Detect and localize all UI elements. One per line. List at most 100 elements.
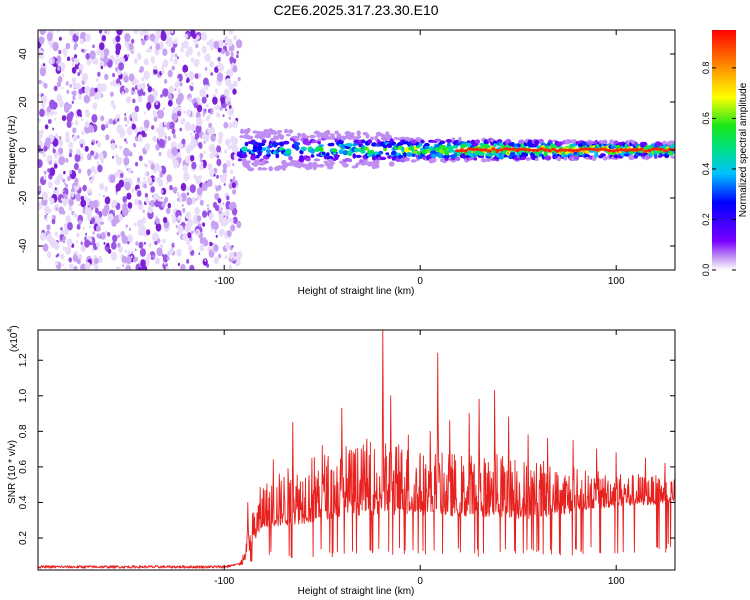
noise-speckle [55,133,58,137]
noise-speckle [205,103,209,108]
snr-scale-prefix: (x10 [9,332,20,352]
noise-speckle [134,91,137,95]
noise-speckle [127,202,133,209]
signal-cell [325,129,330,135]
noise-speckle [152,254,155,258]
snr-x-tick-label: 100 [608,576,625,587]
noise-speckle [153,68,158,75]
noise-speckle [139,30,144,37]
noise-speckle [131,251,134,254]
noise-speckle [46,106,51,113]
noise-speckle [126,120,130,124]
noise-speckle [75,240,78,244]
signal-cell [563,157,568,161]
noise-speckle [104,73,109,81]
signal-cell [266,152,271,158]
noise-speckle [161,189,164,194]
noise-speckle [174,88,177,92]
noise-speckle [100,221,103,226]
noise-speckle [142,82,146,87]
noise-speckle [196,104,203,113]
noise-speckle [160,32,167,41]
noise-speckle [110,142,116,151]
noise-speckle [214,151,218,156]
noise-speckle [222,163,228,170]
noise-speckle [186,79,189,84]
signal-cell [332,152,337,155]
noise-speckle [127,241,130,245]
noise-speckle [79,38,84,45]
noise-speckle [191,82,194,86]
noise-speckle [87,124,94,133]
noise-speckle [155,113,159,118]
signal-peak-cell [471,147,476,151]
noise-speckle [38,79,42,84]
signal-peak-cell [495,148,500,153]
noise-speckle [153,65,158,70]
signal-cell [309,134,316,139]
noise-speckle [126,255,132,265]
signal-cell [458,136,462,142]
signal-cell [479,151,485,157]
noise-speckle [186,192,189,196]
noise-speckle [190,196,196,205]
noise-speckle [223,121,229,129]
signal-peak-cell [643,149,648,153]
noise-speckle [221,48,225,55]
signal-band [236,127,675,172]
noise-speckle [202,258,208,266]
noise-speckle [209,126,215,135]
noise-speckle [144,143,150,152]
noise-speckle [172,123,175,126]
noise-speckle [213,173,216,177]
noise-speckle [54,111,58,115]
signal-cell [313,158,321,162]
noise-speckle [80,199,87,208]
signal-peak-cell [663,149,668,153]
noise-speckle [161,68,165,75]
noise-speckle [226,206,228,210]
signal-cell [330,142,335,147]
noise-speckle [135,162,139,167]
noise-speckle [88,241,92,246]
noise-speckle [90,166,96,173]
colorbar-tick-label: 0.6 [701,112,711,125]
noise-speckle [60,158,64,163]
noise-speckle [138,96,143,103]
noise-speckle [49,99,56,109]
noise-speckle [53,163,58,169]
noise-speckle [84,207,91,216]
noise-speckle [116,30,123,36]
noise-speckle [99,42,105,51]
noise-speckle [217,56,221,62]
signal-cell [347,158,352,163]
signal-cell [406,152,413,157]
signal-peak-cell [487,149,492,153]
signal-cell [382,136,388,142]
noise-speckle [87,188,92,194]
noise-speckle [237,77,241,82]
noise-speckle [218,131,224,139]
noise-speckle [153,177,156,181]
noise-speckle [126,192,132,200]
noise-speckle [202,210,208,218]
noise-speckle [46,32,53,42]
noise-speckle [67,56,71,62]
noise-speckle [88,225,92,229]
noise-speckle [43,175,47,181]
noise-speckle [230,178,233,182]
noise-speckle [227,144,232,150]
noise-speckle [104,30,107,34]
noise-speckle [180,118,185,125]
spectrogram-y-ticks: -40 -20 0 20 40 [18,48,675,253]
noise-speckle [62,263,65,267]
signal-cell [615,144,621,149]
noise-speckle [235,39,243,49]
noise-speckle [116,78,121,85]
noise-speckle [143,119,150,129]
signal-peak-cell [651,147,656,151]
noise-speckle [217,137,223,145]
noise-speckle [41,95,47,104]
noise-speckle [186,197,193,206]
